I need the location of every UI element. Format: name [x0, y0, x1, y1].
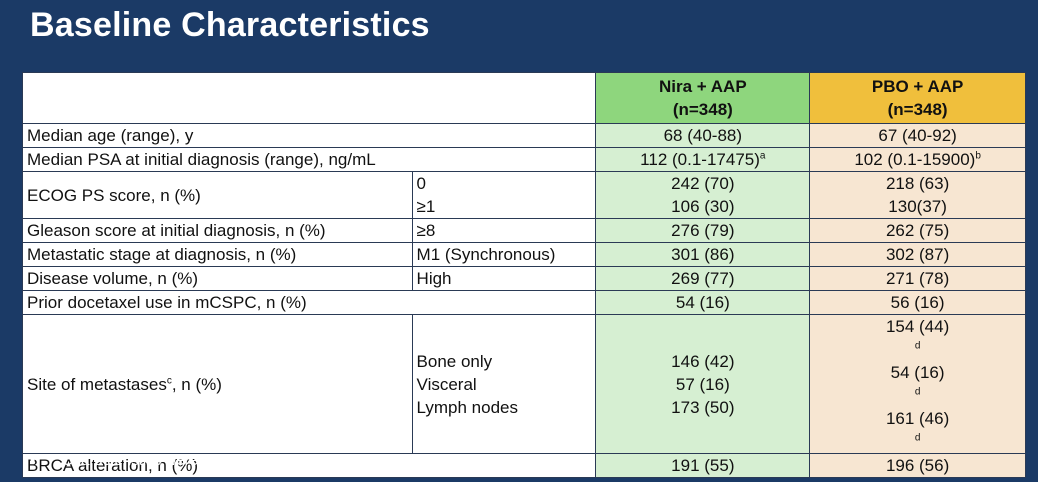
cell-nira-ecog-0: 242 (70)	[671, 174, 735, 193]
row-label-site-tail: , n (%)	[171, 374, 222, 394]
sub-label-volume: High	[411, 266, 597, 291]
sub-label-gleason: ≥8	[411, 218, 597, 243]
sub-label-ecog: 0 ≥1	[411, 171, 597, 219]
cell-pbo-site-1: 54 (16) d	[814, 361, 1021, 407]
row-label-site: Site of metastasesc, n (%)	[22, 314, 413, 454]
cell-nira-psa: 112 (0.1-17475)a	[595, 147, 811, 172]
sub-label-ecog-1: ≥1	[416, 197, 436, 216]
cell-pbo-psa: 102 (0.1-15900)b	[809, 147, 1026, 172]
row-label-brca: BRCA alteration, n (%)	[21, 453, 597, 478]
table-row: Gleason score at initial diagnosis, n (%…	[22, 218, 1026, 243]
footnote-b: b	[975, 150, 981, 162]
cell-pbo-site-0-value: 154 (44)	[885, 317, 950, 336]
cell-nira-ecog-1: 106 (30)	[671, 197, 735, 216]
cell-pbo-site-0: 154 (44) d	[814, 315, 1021, 361]
footnote-c: c	[166, 374, 172, 386]
cell-pbo-ecog: 218 (63) 130(37)	[809, 171, 1026, 219]
sub-label-site-2: Lymph nodes	[416, 397, 518, 417]
table-row: ECOG PS score, n (%) 0 ≥1 242 (70) 106 (…	[22, 171, 1026, 219]
header-nira-n: (n=348)	[672, 100, 733, 119]
footnote-d: d	[914, 340, 921, 352]
header-pbo-n: (n=348)	[887, 100, 948, 119]
row-label-site-main: Site of metastases	[27, 374, 167, 394]
header-pbo-name: PBO + AAP	[871, 77, 964, 96]
cell-pbo-ecog-0: 218 (63)	[885, 174, 950, 193]
table-row: BRCA alteration, n (%) 191 (55) 196 (56)	[21, 453, 1026, 478]
cell-pbo-age: 67 (40-92)	[809, 123, 1026, 148]
cell-nira-gleason: 276 (79)	[595, 218, 811, 243]
footnote-a: a	[759, 150, 766, 162]
table-row: Prior docetaxel use in mCSPC, n (%) 54 (…	[21, 290, 1026, 315]
cell-pbo-gleason: 262 (75)	[809, 218, 1026, 243]
cell-nira-volume: 269 (77)	[595, 266, 811, 291]
row-label-docetaxel: Prior docetaxel use in mCSPC, n (%)	[21, 290, 597, 315]
table-header-row: Nira + AAP (n=348) PBO + AAP (n=348)	[21, 72, 1026, 124]
cell-pbo-ecog-1: 130(37)	[888, 197, 947, 216]
bullet-dot-icon: •	[30, 452, 36, 469]
cell-nira-site-1: 57 (16)	[675, 374, 730, 394]
cell-pbo-stage: 302 (87)	[809, 242, 1026, 267]
table-row: Median PSA at initial diagnosis (range),…	[21, 147, 1026, 172]
table-row: Metastatic stage at diagnosis, n (%) M1 …	[22, 242, 1026, 267]
cell-pbo-psa-value: 102 (0.1-15900)	[854, 150, 976, 169]
baseline-table: Nira + AAP (n=348) PBO + AAP (n=348) Med…	[21, 72, 1026, 478]
table-row: Site of metastasesc, n (%) Bone only Vis…	[22, 314, 1026, 454]
summary-bullet-text: Characteristics were well balanced betwe…	[62, 452, 472, 469]
row-label-gleason: Gleason score at initial diagnosis, n (%…	[22, 218, 413, 243]
cell-nira-psa-value: 112 (0.1-17475)	[640, 150, 760, 169]
cell-pbo-site-2-value: 161 (46)	[885, 409, 950, 428]
table-row: Disease volume, n (%) High 269 (77) 271 …	[22, 266, 1026, 291]
cell-nira-brca: 191 (55)	[595, 453, 811, 478]
cell-pbo-site-2: 161 (46) d	[814, 407, 1021, 453]
header-blank-cell	[21, 72, 597, 124]
sub-label-site: Bone only Visceral Lymph nodes	[411, 314, 597, 454]
sub-label-site-0: Bone only	[416, 351, 493, 371]
cell-nira-ecog: 242 (70) 106 (30)	[595, 171, 811, 219]
cell-pbo-docetaxel: 56 (16)	[809, 290, 1026, 315]
cell-pbo-site: 154 (44) d 54 (16) d 161 (46) d	[809, 314, 1026, 454]
cell-pbo-site-1-value: 54 (16)	[890, 363, 945, 382]
cell-nira-age: 68 (40-88)	[595, 123, 811, 148]
summary-bullet: • Characteristics were well balanced betw…	[30, 452, 471, 469]
cell-nira-site-0: 146 (42)	[671, 351, 735, 371]
sub-label-stage: M1 (Synchronous)	[411, 242, 597, 267]
cell-pbo-brca: 196 (56)	[809, 453, 1026, 478]
footnote-d: d	[914, 432, 921, 444]
table-row: Median age (range), y 68 (40-88) 67 (40-…	[21, 123, 1026, 148]
slide-title: Baseline Characteristics	[30, 6, 430, 44]
header-nira-name: Nira + AAP	[658, 77, 747, 96]
cell-nira-site: 146 (42) 57 (16) 173 (50)	[595, 314, 811, 454]
cell-nira-docetaxel: 54 (16)	[595, 290, 811, 315]
sub-label-ecog-0: 0	[416, 174, 427, 193]
header-pbo: PBO + AAP (n=348)	[809, 72, 1026, 124]
cell-nira-stage: 301 (86)	[595, 242, 811, 267]
header-nira: Nira + AAP (n=348)	[595, 72, 811, 124]
row-label-volume: Disease volume, n (%)	[22, 266, 413, 291]
footnote-d: d	[914, 386, 921, 398]
row-label-ecog: ECOG PS score, n (%)	[22, 171, 413, 219]
sub-label-site-1: Visceral	[416, 374, 477, 394]
row-label-age: Median age (range), y	[21, 123, 597, 148]
row-label-psa: Median PSA at initial diagnosis (range),…	[21, 147, 597, 172]
cell-nira-site-2: 173 (50)	[671, 397, 735, 417]
row-label-stage: Metastatic stage at diagnosis, n (%)	[22, 242, 413, 267]
cell-pbo-volume: 271 (78)	[809, 266, 1026, 291]
